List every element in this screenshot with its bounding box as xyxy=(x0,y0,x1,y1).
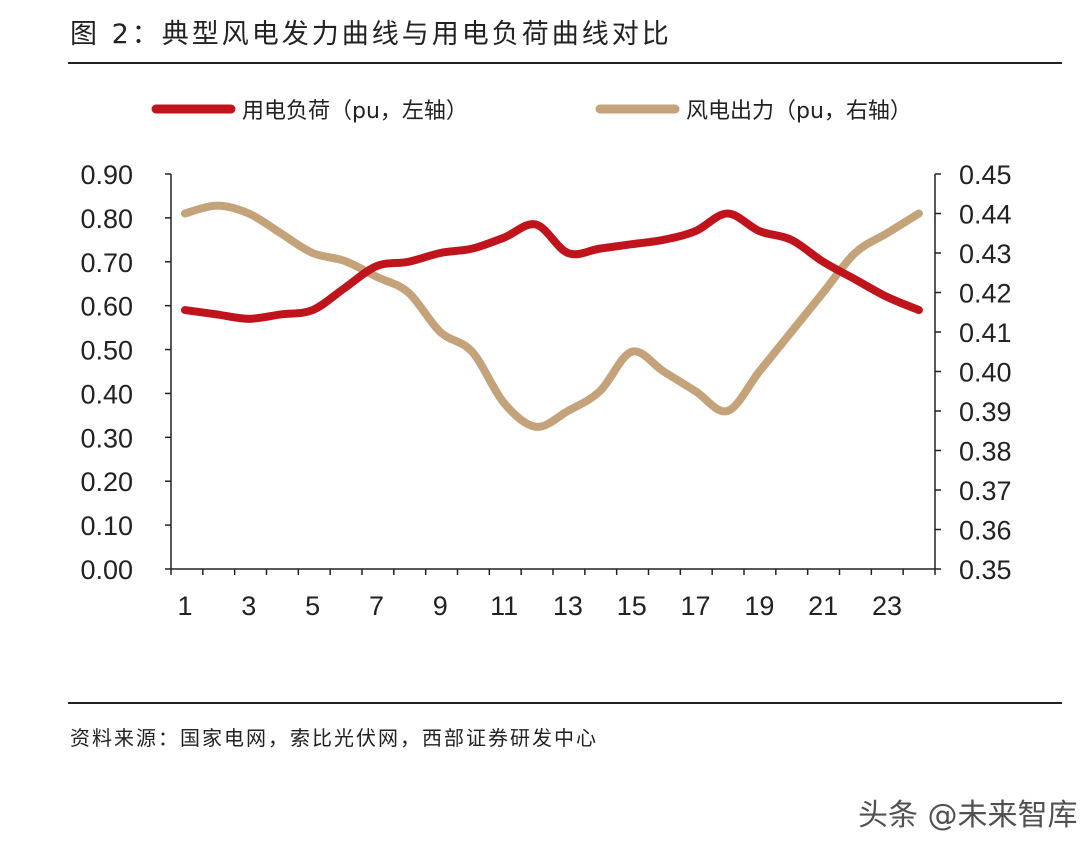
x-tick-label: 21 xyxy=(808,591,838,621)
x-tick-label: 17 xyxy=(681,591,711,621)
right-tick-label: 0.40 xyxy=(959,358,1012,388)
load-series-line xyxy=(181,209,923,323)
x-tick-label: 1 xyxy=(177,591,192,621)
x-tick-label: 3 xyxy=(241,591,256,621)
left-tick-label: 0.60 xyxy=(80,292,133,322)
right-tick-label: 0.43 xyxy=(959,239,1012,269)
x-tick-label: 11 xyxy=(490,591,518,621)
right-tick-label: 0.41 xyxy=(959,318,1012,348)
right-tick-label: 0.42 xyxy=(959,279,1012,309)
right-tick-label: 0.35 xyxy=(959,555,1012,585)
x-tick-label: 19 xyxy=(744,591,774,621)
watermark: 头条 @未来智库 xyxy=(858,798,1078,833)
right-tick-label: 0.37 xyxy=(959,476,1012,506)
chart-title: 图 2：典型风电发力曲线与用电负荷曲线对比 xyxy=(70,19,672,50)
x-tick-label: 7 xyxy=(369,591,384,621)
legend-label: 用电负荷（pu，左轴） xyxy=(242,99,468,124)
top-divider xyxy=(68,62,1062,64)
left-tick-label: 0.40 xyxy=(80,379,133,409)
x-tick-label: 9 xyxy=(433,591,448,621)
x-tick-label: 5 xyxy=(305,591,320,621)
x-tick-label: 13 xyxy=(553,591,583,621)
bottom-divider xyxy=(68,702,1062,704)
x-tick-label: 15 xyxy=(617,591,647,621)
right-tick-label: 0.45 xyxy=(959,160,1012,190)
right-tick-label: 0.38 xyxy=(959,437,1012,467)
left-tick-label: 0.70 xyxy=(80,248,133,278)
right-tick-label: 0.39 xyxy=(959,397,1012,427)
x-tick-label: 23 xyxy=(872,591,902,621)
legend-label: 风电出力（pu，右轴） xyxy=(686,99,912,124)
left-tick-label: 0.30 xyxy=(80,423,133,453)
wind-series-line xyxy=(181,201,923,431)
left-tick-label: 0.90 xyxy=(80,160,133,190)
right-tick-label: 0.44 xyxy=(959,200,1012,230)
left-tick-label: 0.80 xyxy=(80,204,133,234)
source-note: 资料来源：国家电网，索比光伏网，西部证券研发中心 xyxy=(70,726,598,750)
right-tick-label: 0.36 xyxy=(959,516,1012,546)
left-tick-label: 0.20 xyxy=(80,467,133,497)
left-tick-label: 0.10 xyxy=(80,511,133,541)
left-tick-label: 0.00 xyxy=(80,555,133,585)
left-tick-label: 0.50 xyxy=(80,336,133,366)
